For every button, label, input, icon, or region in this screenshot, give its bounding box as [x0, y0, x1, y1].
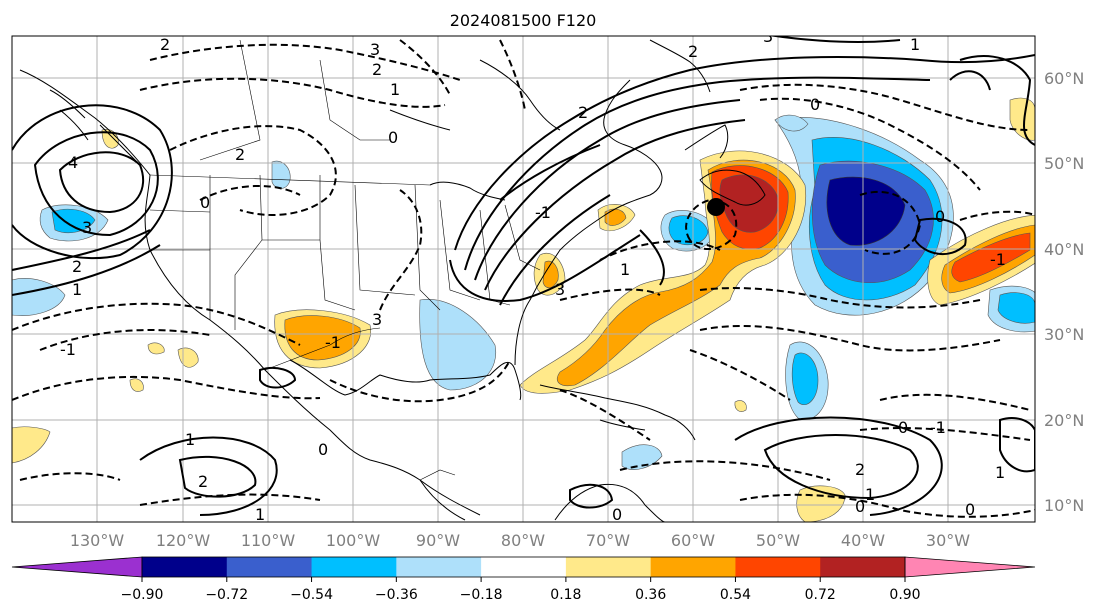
- lat-label: 50°N: [1044, 154, 1084, 173]
- contour-labels: 2 3 2 1 0 2 -1 3 1 0 4 3 2 1 2 0 -1 3 -1…: [60, 27, 1006, 524]
- lon-label: 80°W: [501, 531, 545, 550]
- lat-label: 30°N: [1044, 325, 1084, 344]
- contour-label: 2: [235, 145, 245, 164]
- contour-label: -1: [60, 340, 76, 359]
- contour-label: 1: [255, 505, 265, 524]
- colorbar-arrow-low: [11, 556, 143, 578]
- contour-label: 1: [865, 485, 875, 504]
- contour-label: 0: [200, 193, 210, 212]
- shading-navy: [826, 176, 906, 246]
- lon-label: 120°W: [156, 531, 211, 550]
- longitude-axis: 130°W 120°W 110°W 100°W 90°W 80°W 70°W 6…: [70, 531, 970, 550]
- colorbar-segment: [650, 557, 736, 577]
- colorbar-tick-label: −0.36: [375, 587, 418, 603]
- location-marker-dot: [707, 198, 725, 216]
- colorbar-tick-label: 0.54: [720, 587, 751, 603]
- contour-label: 1: [910, 35, 920, 54]
- lon-label: 50°W: [756, 531, 800, 550]
- colorbar-frame: [141, 556, 906, 578]
- contour-label: 2: [372, 60, 382, 79]
- contour-label: 1: [995, 463, 1005, 482]
- colorbar-segment: [820, 557, 906, 577]
- contour-label: 1: [620, 260, 630, 279]
- colorbar-tick-label: 0.36: [635, 587, 666, 603]
- lat-label: 10°N: [1044, 496, 1084, 515]
- contour-label: 0: [935, 207, 945, 226]
- map-title: 2024081500 F120: [450, 11, 597, 30]
- map-plot-area: 2 3 2 1 0 2 -1 3 1 0 4 3 2 1 2 0 -1 3 -1…: [12, 27, 1035, 524]
- lon-label: 100°W: [326, 531, 381, 550]
- latitude-axis: 60°N 50°N 40°N 30°N 20°N 10°N: [1044, 69, 1084, 515]
- contour-label: 3: [370, 40, 380, 59]
- colorbar-segment: [226, 557, 313, 577]
- lat-label: 40°N: [1044, 240, 1084, 259]
- colorbar: −0.90 −0.72 −0.54 −0.36 −0.18 0.18 0.36 0.54 0.7…: [11, 556, 1036, 603]
- contour-label: 2: [198, 472, 208, 491]
- lon-label: 90°W: [416, 531, 460, 550]
- lon-label: 110°W: [241, 531, 296, 550]
- contour-label: -1: [325, 333, 341, 352]
- contour-label: 1: [185, 430, 195, 449]
- colorbar-segment: [142, 557, 228, 577]
- lon-label: 130°W: [70, 531, 125, 550]
- lon-label: 60°W: [671, 531, 715, 550]
- contour-label: 2: [160, 35, 170, 54]
- lon-label: 70°W: [586, 531, 630, 550]
- lon-label: 30°W: [926, 531, 970, 550]
- coastlines: [19, 39, 766, 522]
- contour-label: 0: [810, 95, 820, 114]
- colorbar-segment: [396, 557, 482, 577]
- colorbar-tick-label: −0.72: [205, 587, 248, 603]
- contour-label: 0: [898, 418, 908, 437]
- colorbar-segment: [311, 557, 397, 577]
- contour-label: 1: [390, 80, 400, 99]
- contour-label: -1: [930, 418, 946, 437]
- contour-label: 3: [82, 218, 92, 237]
- colorbar-segment: [565, 557, 652, 577]
- contour-label: 2: [578, 103, 588, 122]
- lon-label: 40°W: [841, 531, 885, 550]
- lat-label: 20°N: [1044, 411, 1084, 430]
- colorbar-tick-label: −0.90: [121, 587, 164, 603]
- colorbar-segment: [481, 557, 567, 577]
- contour-label: 0: [855, 497, 865, 516]
- contour-label: 3: [555, 280, 565, 299]
- lat-label: 60°N: [1044, 69, 1084, 88]
- contour-label: 0: [965, 500, 975, 519]
- contour-label: 0: [612, 505, 622, 524]
- contour-label: 2: [72, 257, 82, 276]
- contour-label: 3: [763, 27, 773, 46]
- contour-label: 1: [72, 280, 82, 299]
- contour-label: 2: [855, 460, 865, 479]
- colorbar-segment: [735, 557, 821, 577]
- contour-label: -1: [535, 203, 551, 222]
- contour-label: 0: [318, 440, 328, 459]
- contour-label: 4: [68, 153, 78, 172]
- contour-label: -1: [990, 250, 1006, 269]
- map-frame: [11, 35, 1036, 523]
- contour-label: 0: [388, 128, 398, 147]
- political-borders: [149, 39, 541, 481]
- colorbar-tick-label: 0.90: [889, 587, 920, 603]
- colorbar-tick-label: −0.54: [290, 587, 333, 603]
- colorbar-tick-label: 0.18: [550, 587, 581, 603]
- contour-label: 3: [372, 310, 382, 329]
- colorbar-tick-label: −0.18: [460, 587, 503, 603]
- colorbar-arrow-high: [904, 556, 1036, 578]
- colorbar-tick-label: 0.72: [805, 587, 836, 603]
- contour-label: 2: [688, 42, 698, 61]
- solid-contours: [12, 36, 1035, 516]
